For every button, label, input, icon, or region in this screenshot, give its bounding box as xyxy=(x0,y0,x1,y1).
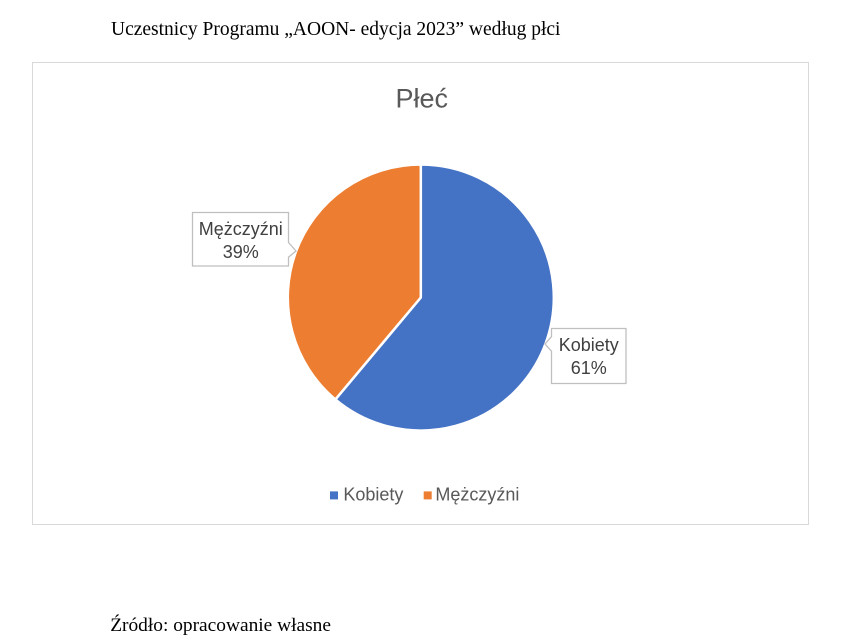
svg-text:Kobiety: Kobiety xyxy=(343,484,403,504)
svg-text:Mężczyźni: Mężczyźni xyxy=(199,219,283,239)
svg-text:Kobiety: Kobiety xyxy=(559,335,619,355)
svg-text:Mężczyźni: Mężczyźni xyxy=(435,484,519,504)
svg-text:61%: 61% xyxy=(571,358,607,378)
svg-text:Płeć: Płeć xyxy=(395,83,448,113)
svg-text:39%: 39% xyxy=(223,242,259,262)
